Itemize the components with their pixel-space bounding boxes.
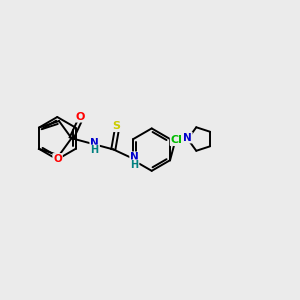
Text: O: O: [76, 112, 85, 122]
Text: S: S: [112, 121, 121, 131]
Text: N: N: [90, 138, 99, 148]
Text: O: O: [53, 154, 62, 164]
Text: N: N: [130, 152, 139, 162]
Text: N: N: [183, 133, 192, 142]
Text: Cl: Cl: [171, 135, 182, 145]
Text: H: H: [130, 160, 139, 170]
Text: H: H: [91, 146, 99, 155]
